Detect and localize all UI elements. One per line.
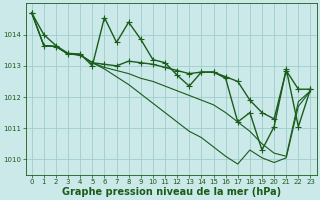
X-axis label: Graphe pression niveau de la mer (hPa): Graphe pression niveau de la mer (hPa)	[61, 187, 281, 197]
